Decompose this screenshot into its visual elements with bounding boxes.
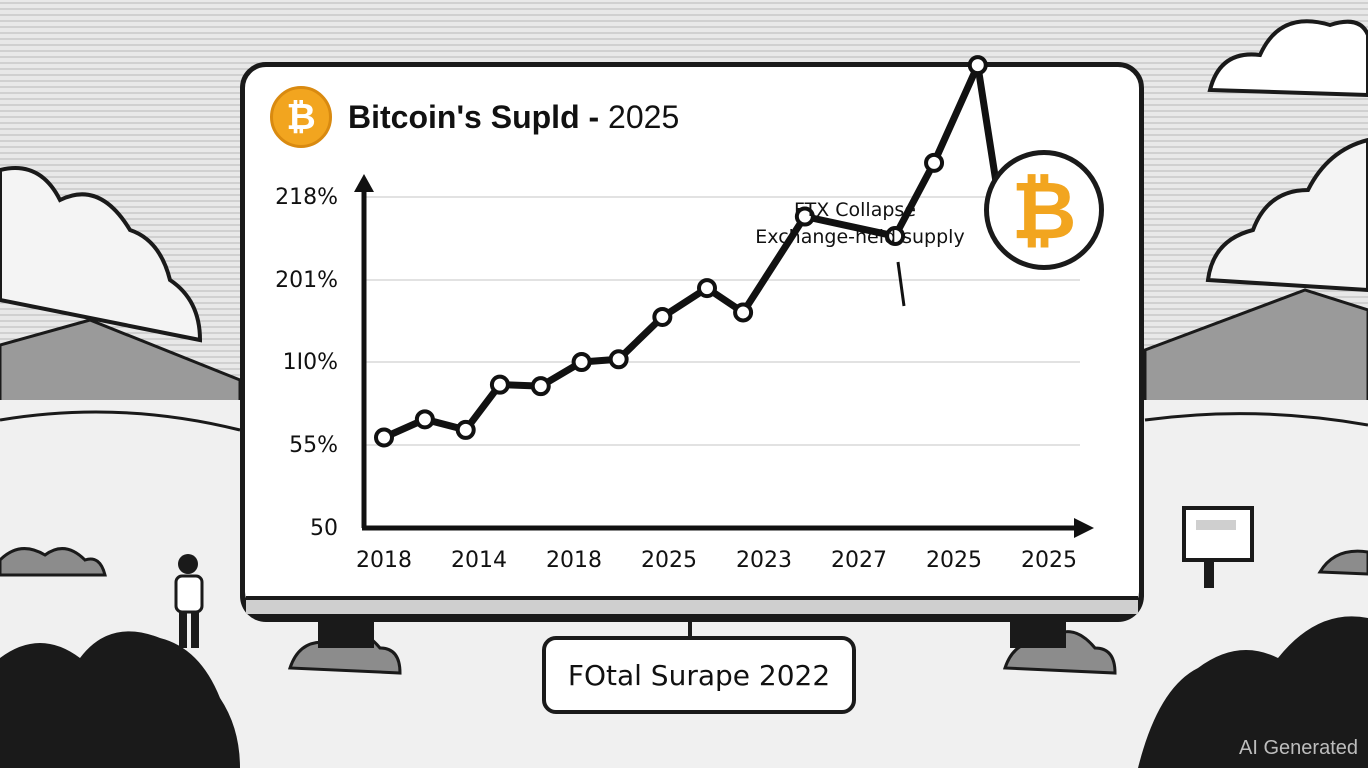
chart-title-main: Bitcoin's Supld (348, 98, 580, 135)
y-tick-label: 218% (275, 185, 338, 210)
chart-gridlines (366, 196, 1080, 446)
data-point (924, 152, 945, 173)
y-tick-label: 50 (310, 516, 338, 541)
data-point (733, 302, 754, 323)
bitcoin-logo-icon: ₿ (270, 86, 332, 148)
annotation-line-1: FTX Collapse (794, 199, 916, 221)
data-point (608, 349, 629, 370)
data-point (885, 226, 906, 247)
data-point (967, 55, 988, 76)
y-tick-label: 1I0% (283, 350, 338, 375)
series-points (374, 55, 988, 448)
watermark: AI Generated (1239, 737, 1358, 759)
data-point (794, 206, 815, 227)
data-point (489, 374, 510, 395)
x-tick-label: 2025 (926, 548, 982, 573)
x-tick-label: 2023 (736, 548, 792, 573)
data-point (652, 306, 673, 327)
y-tick-label: 55% (289, 433, 338, 458)
chart-axes (354, 174, 1094, 538)
y-tick-label: 201% (275, 268, 338, 293)
x-tick-label: 2018 (356, 548, 412, 573)
annotation-pointer (896, 261, 906, 307)
chart-title-separator: - (579, 98, 609, 135)
data-point (530, 376, 551, 397)
billboard-base (246, 596, 1138, 614)
chart-title-row: ₿ Bitcoin's Supld - 2025 (270, 86, 679, 148)
data-point (697, 278, 717, 299)
caption-box: FOtal Surape 2022 (542, 636, 856, 714)
chart-title: Bitcoin's Supld - 2025 (348, 99, 679, 136)
annotation-line-2: Exchange-held supply (755, 226, 964, 248)
x-axis-arrow (1074, 518, 1094, 538)
chart-title-year: 2025 (608, 98, 680, 135)
data-point (455, 419, 476, 440)
y-tick-labels: 50 55% 1I0% 201% 218% (275, 185, 338, 541)
y-axis-arrow (354, 174, 374, 192)
data-point (571, 352, 592, 372)
series-line (380, 61, 982, 441)
x-tick-label: 2025 (1021, 548, 1077, 573)
x-tick-labels: 2018 2014 2018 2025 2023 2027 2025 2025 (356, 548, 1077, 573)
x-tick-label: 2027 (831, 548, 887, 573)
bitcoin-badge-icon: ₿ (984, 150, 1104, 270)
x-tick-label: 2018 (546, 548, 602, 573)
data-point (414, 409, 435, 430)
x-tick-label: 2025 (641, 548, 697, 573)
x-tick-label: 2014 (451, 548, 507, 573)
data-point (374, 427, 394, 448)
